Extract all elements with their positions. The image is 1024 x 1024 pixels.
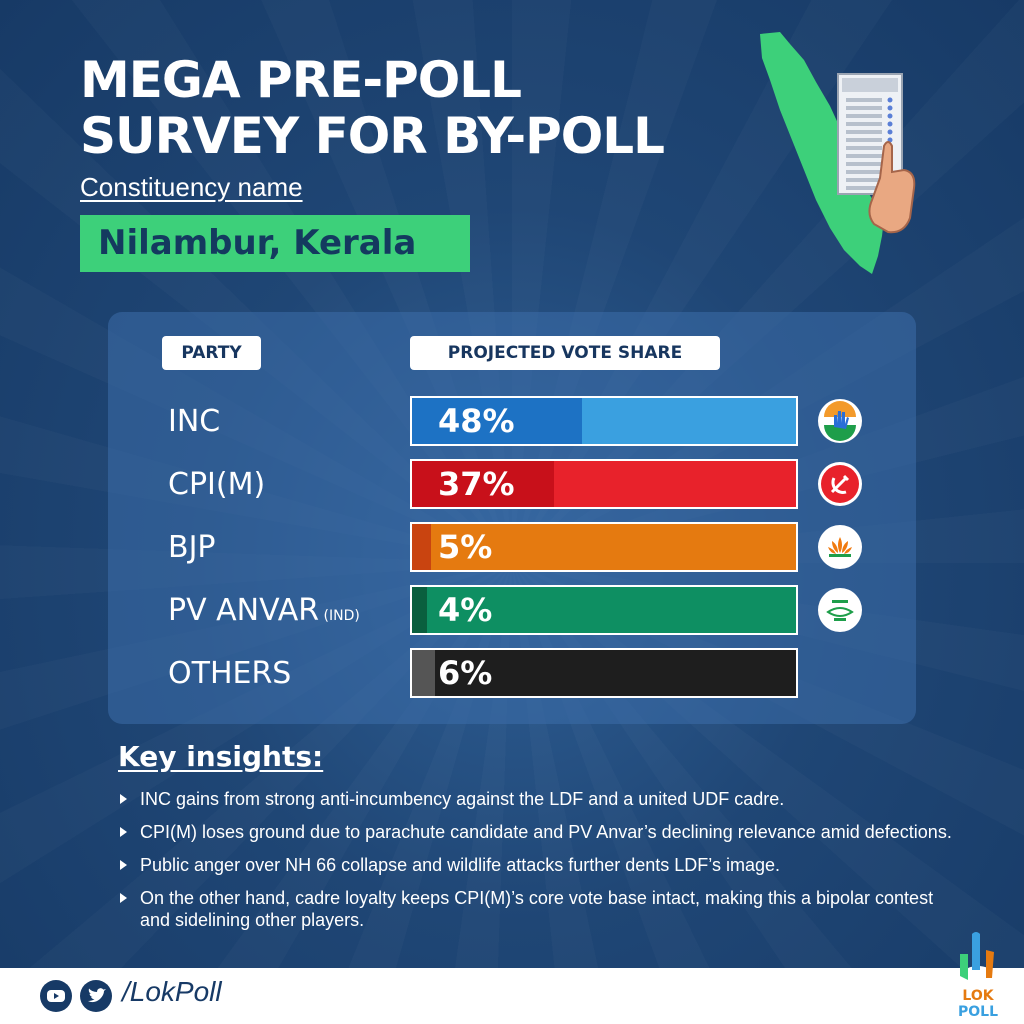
bar-track: 37% <box>410 459 798 509</box>
bar-track: 4% <box>410 585 798 635</box>
pv-anvar-symbol-icon <box>818 588 862 632</box>
bar-value-label: 4% <box>438 591 493 629</box>
evm-slot <box>846 146 882 150</box>
page-title: MEGA PRE-POLL SURVEY FOR BY-POLL <box>80 52 760 164</box>
evm-slot <box>846 138 882 142</box>
insight-item: INC gains from strong anti-incumbency ag… <box>118 788 958 810</box>
party-name: CPI(M) <box>168 467 266 502</box>
evm-slot <box>846 186 882 190</box>
bar-track: 5% <box>410 522 798 572</box>
bar-track: 48% <box>410 396 798 446</box>
party-label: INC <box>168 404 220 439</box>
evm-button <box>887 129 893 135</box>
party-name: PV ANVAR <box>168 593 320 628</box>
constituency-label: Constituency name <box>80 172 303 202</box>
party-name: OTHERS <box>168 656 292 691</box>
evm-button <box>887 121 893 127</box>
insight-item: CPI(M) loses ground due to parachute can… <box>118 821 958 843</box>
constituency-name: Nilambur, Kerala <box>80 215 470 272</box>
bar-value-label: 5% <box>438 528 493 566</box>
voting-finger-icon <box>868 141 916 234</box>
insight-item: On the other hand, cadre loyalty keeps C… <box>118 887 958 931</box>
bar-value-label: 37% <box>438 465 515 503</box>
evm-slot <box>846 106 882 110</box>
evm-button <box>887 105 893 111</box>
party-label: PV ANVAR (IND) <box>168 593 360 628</box>
bar-track: 6% <box>410 648 798 698</box>
youtube-icon[interactable] <box>40 980 72 1012</box>
insights-list: INC gains from strong anti-incumbency ag… <box>118 788 958 942</box>
bar-value-label: 6% <box>438 654 493 692</box>
title-line-1: MEGA PRE-POLL <box>80 51 522 109</box>
lokpoll-logo: LOK POLL <box>952 932 1004 1020</box>
evm-slot <box>846 170 882 174</box>
evm-slot <box>846 154 882 158</box>
party-label: BJP <box>168 530 216 565</box>
evm-slot <box>846 130 882 134</box>
bar-value-label: 48% <box>438 402 515 440</box>
bar-fill <box>412 587 427 633</box>
bar-fill <box>412 398 582 444</box>
party-name: BJP <box>168 530 216 565</box>
twitter-icon[interactable] <box>80 980 112 1012</box>
footer-handle[interactable]: /LokPoll <box>122 976 222 1007</box>
party-label: OTHERS <box>168 656 291 691</box>
inc-hand-icon <box>818 399 862 443</box>
bar-fill <box>412 461 554 507</box>
evm-slot <box>846 122 882 126</box>
brand-lok: LOK <box>962 988 994 1004</box>
bar-fill <box>412 524 431 570</box>
vote-share-column-header: PROJECTED VOTE SHARE <box>410 336 720 370</box>
insights-title: Key insights: <box>118 740 324 773</box>
title-line-2: SURVEY FOR BY-POLL <box>80 107 665 165</box>
evm-slot <box>846 178 882 182</box>
party-suffix: (IND) <box>319 608 360 624</box>
party-label: CPI(M) <box>168 467 265 502</box>
footer-bar <box>0 968 1024 1024</box>
evm-slot <box>846 98 882 102</box>
party-name: INC <box>168 404 221 439</box>
evm-slot <box>846 162 882 166</box>
kerala-map-icon <box>760 32 916 274</box>
brand-poll: POLL <box>958 1004 998 1020</box>
party-column-header: PARTY <box>162 336 261 370</box>
evm-button <box>887 97 893 103</box>
evm-slot <box>846 114 882 118</box>
bar-fill <box>412 650 435 696</box>
evm-button <box>887 113 893 119</box>
cpim-hammer-sickle-icon <box>818 462 862 506</box>
bjp-lotus-icon <box>818 525 862 569</box>
insight-item: Public anger over NH 66 collapse and wil… <box>118 854 958 876</box>
